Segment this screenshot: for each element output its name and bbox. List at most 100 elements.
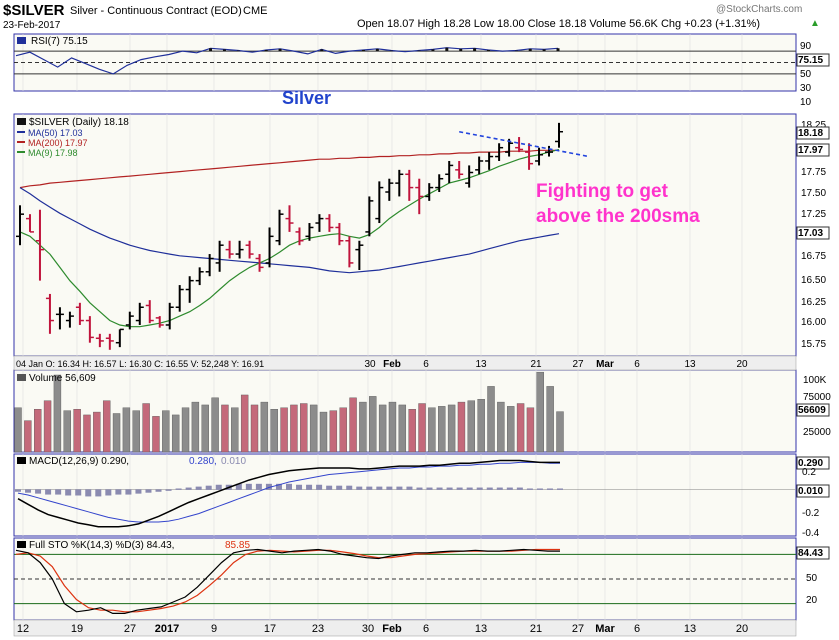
volume-bar-55 [556,411,564,453]
macd-histogram-bar-34 [356,486,363,490]
macd-histogram-bar-43 [446,487,453,490]
sto-tick-0-box [796,546,830,560]
price-x-label-4: 21 [530,359,542,370]
ohlc-bar-26 [275,209,284,246]
ohlc-bar-0 [16,205,24,246]
sto-k-line [15,548,560,614]
macd-signal-line [17,461,560,523]
ohlc-bar-18 [195,267,204,286]
sto-label: Full STO %K(14,3) %D(3) 84.43, [29,540,174,551]
macd-histogram-bar-7 [85,489,92,497]
ohlc-bar-11 [125,311,134,330]
volume-tick-2: 56609 [798,405,826,416]
macd-histogram-bar-23 [245,483,252,490]
macd-histogram-bar-0 [15,489,21,492]
volume-bar-5 [63,410,71,453]
bottom-x-label-3: 2017 [155,623,179,635]
sto-tick-2: 20 [806,595,818,606]
stockcharts-watermark: @StockCharts.com [716,4,803,15]
macd-line [17,459,560,528]
volume-legend-swatch [17,374,26,381]
macd-histogram-bar-44 [456,487,463,490]
volume-bar-0 [14,407,22,453]
macd-histogram-bar-45 [466,487,473,490]
macd-histogram-bar-11 [125,489,132,495]
volume-bar-44 [447,404,456,453]
rsi-panel [13,33,797,92]
price-tick-0: 18.25 [801,120,826,131]
volume-bar-24 [250,404,259,453]
ohlc-bar-6 [75,302,84,325]
ohlc-bar-39 [405,169,414,201]
symbol-title: $SILVER [3,2,65,19]
ma-legend-1: MA(200) 17.97 [28,138,88,148]
volume-bar-49 [497,401,505,453]
volume-tick-2-box [796,403,830,417]
volume-bar-21 [221,404,229,453]
volume-bar-52 [526,407,535,453]
macd-histogram-bar-22 [235,483,242,490]
ohlc-bar-14 [155,316,164,328]
macd-histogram-bar-28 [296,484,303,490]
macd-tick-2: 0.010 [798,486,823,497]
ohlc-bar-30 [315,214,324,232]
ohlc-bar-44 [455,160,464,179]
volume-bar-28 [290,404,298,453]
volume-bar-18 [191,401,200,453]
volume-bar-41 [418,403,426,453]
ohlc-bar-37 [385,178,394,201]
ohlc-bar-31 [325,214,334,232]
macd-histogram-bar-54 [557,488,563,490]
macd-histogram-bar-35 [366,486,373,490]
volume-bar-17 [181,407,190,453]
ohlc-bar-9 [105,333,114,350]
macd-histogram-bar-27 [286,483,292,490]
bottom-x-label-11: 21 [530,623,542,635]
bottom-x-label-2: 27 [124,623,136,635]
volume-bar-14 [152,416,160,453]
volume-bar-53 [536,371,544,453]
bottom-x-label-5: 17 [264,623,276,635]
macd-label: MACD(12,26,9) 0.290, [29,456,129,467]
bottom-axis-strip [13,619,797,637]
price-x-label-6: Mar [596,359,614,370]
ohlc-bar-8 [95,333,104,348]
ohlc-bar-34 [355,240,364,271]
ohlc-bar-46 [475,156,484,175]
price-tick-9: 16.25 [801,297,826,308]
price-tick-2: 17.97 [798,145,823,156]
volume-bar-39 [398,404,407,453]
macd-histogram-bar-19 [205,485,212,490]
rsi-tick-1-box [796,53,830,67]
volume-bar-51 [516,403,525,453]
volume-bar-43 [438,406,446,453]
volume-bar-11 [122,407,131,453]
volume-bar-32 [329,410,338,453]
volume-bar-2 [34,409,42,453]
macd-histogram-bar-2 [35,489,42,494]
bottom-x-label-13: Mar [595,623,615,635]
volume-bar-9 [102,400,111,453]
sto-d-value: 85.85 [225,540,250,551]
macd-histogram-bar-37 [386,486,393,490]
ohlc-bar-54 [555,122,563,148]
ohlc-bar-32 [335,223,344,246]
ohlc-bar-4 [55,307,64,330]
volume-bar-12 [132,410,140,453]
volume-bar-7 [83,414,91,453]
volume-bar-45 [457,401,466,453]
volume-bar-54 [546,386,554,453]
price-tick-2-box [796,143,830,157]
price-tick-4: 17.50 [801,188,826,199]
bottom-x-label-8: Feb [382,623,402,635]
volume-bar-15 [162,410,170,453]
macd-tick-2-box [796,484,830,498]
macd-histogram-bar-9 [105,489,112,496]
volume-bar-16 [171,414,180,453]
volume-bar-25 [260,401,269,453]
bottom-x-label-16: 20 [736,623,748,635]
price-tick-5: 17.25 [801,209,826,220]
ohlc-bar-50 [515,137,524,153]
macd-histogram-bar-47 [486,487,493,490]
